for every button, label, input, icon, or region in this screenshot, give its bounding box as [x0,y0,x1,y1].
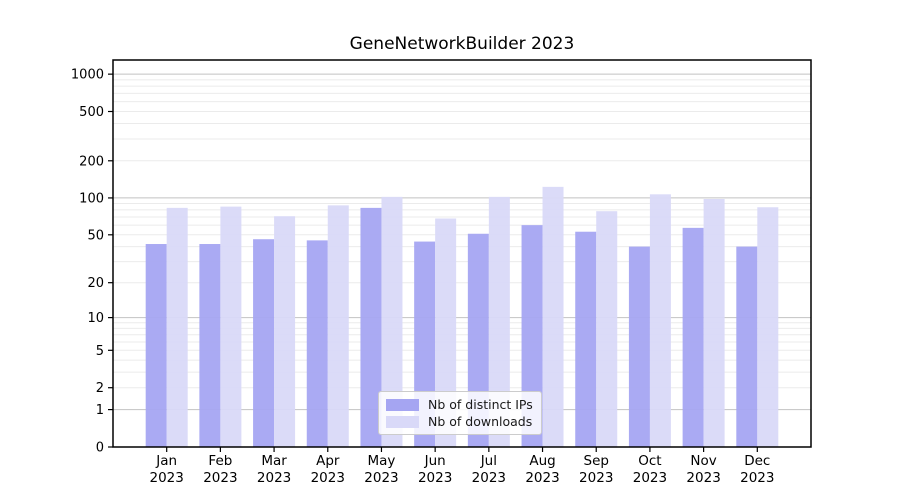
x-tick-label-month: Jan [155,453,177,469]
bar-downloads [327,205,349,447]
bar-downloads [381,196,403,447]
bar-distinct-ips [682,227,704,447]
bar-downloads [488,196,510,447]
legend-swatch-distinct-ips [386,398,419,411]
bar-distinct-ips [199,244,221,447]
y-tick-label: 200 [79,154,104,169]
y-tick-label: 1 [96,403,104,418]
bar-downloads [220,206,242,447]
bar-distinct-ips [253,239,275,447]
chart-title: GeneNetworkBuilder 2023 [349,34,575,54]
x-tick-label-month: Jun [424,453,446,469]
bar-downloads [649,194,671,447]
x-tick-label-year: 2023 [633,470,667,486]
x-tick-label-year: 2023 [418,470,452,486]
y-tick-label: 1000 [71,68,104,83]
legend: Nb of distinct IPs Nb of downloads [378,391,542,435]
x-tick-label-year: 2023 [203,470,237,486]
x-tick-label-month: Jul [480,453,497,469]
x-tick-label-year: 2023 [311,470,345,486]
x-tick-label-month: May [368,453,396,469]
x-tick-label-year: 2023 [579,470,613,486]
x-tick-label-year: 2023 [740,470,774,486]
bar-downloads [703,199,725,447]
legend-item-downloads: Nb of downloads [386,414,532,429]
x-tick-label-month: Dec [744,453,770,469]
x-tick-label-month: Nov [690,453,716,469]
x-tick-label-month: Apr [316,453,340,469]
bar-downloads [166,207,188,447]
bar-distinct-ips [736,246,758,447]
x-tick-label-month: Sep [584,453,609,469]
bar-downloads [596,211,618,447]
y-tick-label: 500 [79,105,104,120]
x-tick-label-month: Feb [208,453,232,469]
bar-distinct-ips [575,231,597,447]
bar-downloads [757,207,779,447]
x-tick-label-year: 2023 [472,470,506,486]
x-tick-label-month: Mar [261,453,287,469]
y-tick-label: 20 [87,276,104,291]
y-tick-label: 2 [96,381,104,396]
x-tick-label-year: 2023 [150,470,184,486]
x-tick-label-year: 2023 [686,470,720,486]
legend-swatch-downloads [386,415,419,428]
x-tick-label-year: 2023 [525,470,559,486]
legend-label-distinct-ips: Nb of distinct IPs [428,397,533,412]
x-tick-label-month: Aug [529,453,555,469]
legend-label-downloads: Nb of downloads [428,414,533,429]
y-tick-label: 100 [79,191,104,206]
y-tick-label: 10 [87,311,104,326]
plot-border [112,59,812,448]
bar-downloads [435,218,457,447]
bar-distinct-ips [145,244,167,447]
bar-distinct-ips [360,207,382,447]
x-tick-label-year: 2023 [364,470,398,486]
legend-item-distinct-ips: Nb of distinct IPs [386,397,533,412]
bar-downloads [542,186,564,448]
y-tick-label: 5 [96,344,104,359]
bar-distinct-ips [628,246,650,447]
y-tick-label: 50 [87,228,104,243]
bar-distinct-ips [306,240,328,447]
x-tick-label-year: 2023 [257,470,291,486]
bar-downloads [274,216,296,447]
y-tick-label: 0 [96,441,104,456]
x-tick-label-month: Oct [638,453,661,469]
